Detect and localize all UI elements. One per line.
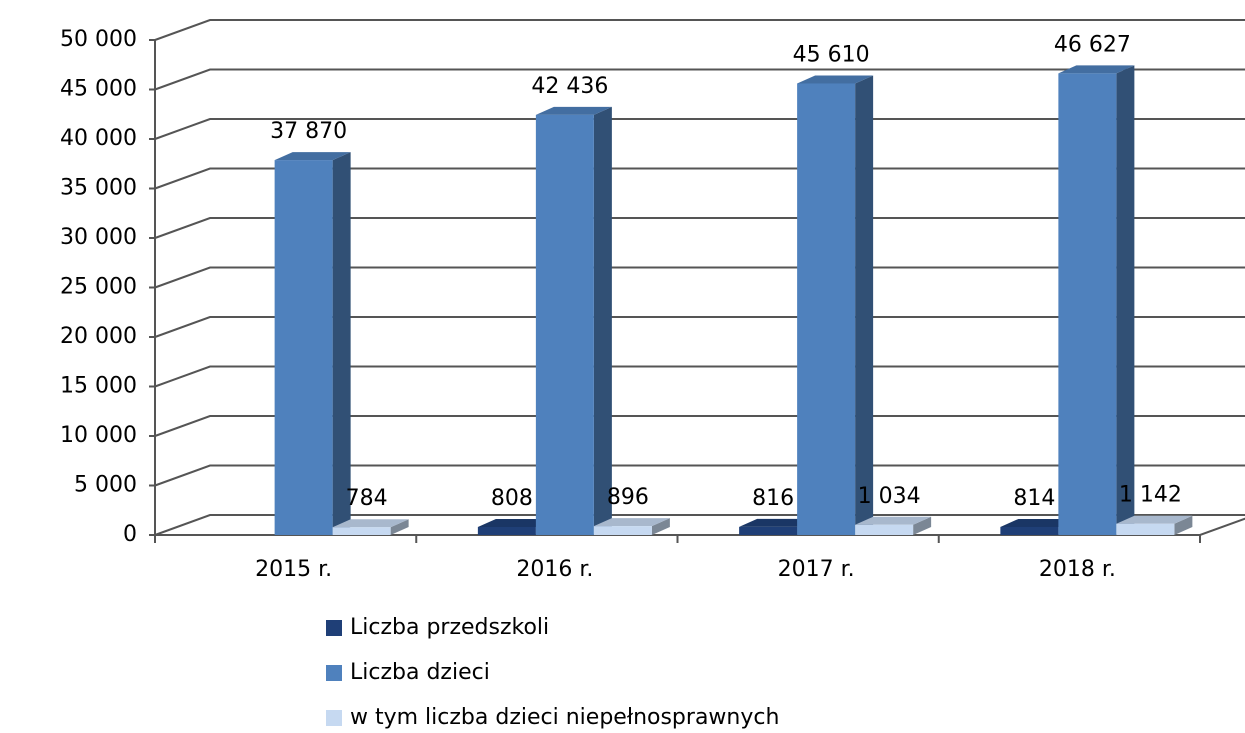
y-tick-label: 30 000 [60, 225, 137, 250]
bar [593, 526, 652, 535]
y-tick-label: 45 000 [60, 77, 137, 102]
grid-line [154, 316, 1245, 338]
x-tick-label: 2017 r. [778, 557, 855, 582]
data-label: 814 [1013, 486, 1055, 511]
grid-line [154, 514, 1245, 536]
data-label: 808 [491, 486, 533, 511]
bar-side [651, 518, 670, 535]
legend-swatch [326, 665, 342, 681]
bar [1116, 523, 1175, 535]
data-label: 1 142 [1119, 483, 1182, 508]
x-tick-label: 2015 r. [255, 557, 332, 582]
bar [739, 526, 798, 535]
data-label: 1 034 [858, 484, 921, 509]
grid-line [154, 167, 1245, 190]
bar-top [593, 518, 670, 527]
grid-line [154, 217, 1245, 239]
bar-side [855, 75, 874, 535]
bar [477, 527, 536, 535]
bar [332, 527, 391, 535]
legend-label: w tym liczba dzieci niepełnosprawnych [350, 705, 779, 730]
bar [274, 160, 333, 535]
bar-side [593, 106, 612, 535]
y-tick-label: 5 000 [74, 473, 137, 498]
y-tick-label: 25 000 [60, 275, 137, 300]
grid-line [154, 68, 1245, 91]
legend-label: Liczba dzieci [350, 660, 490, 685]
legend-swatch [326, 710, 342, 726]
data-label: 37 870 [270, 119, 347, 144]
data-label: 784 [346, 486, 388, 511]
bar-side [1174, 515, 1193, 535]
bar-top [477, 519, 554, 528]
data-label: 816 [752, 486, 794, 511]
bar-top [739, 518, 816, 527]
y-tick-label: 10 000 [60, 423, 137, 448]
data-label: 42 436 [531, 74, 608, 99]
bar-side [913, 516, 932, 535]
bar [535, 114, 594, 535]
bar-top [855, 516, 932, 525]
y-tick-label: 20 000 [60, 324, 137, 349]
bar-top [535, 106, 612, 115]
bar-top [1116, 515, 1193, 524]
grid-line [154, 266, 1245, 289]
bar [855, 524, 914, 535]
legend-swatch [326, 620, 342, 636]
bar-top [332, 519, 409, 528]
grid-line [154, 19, 1245, 41]
data-label: 46 627 [1054, 32, 1131, 57]
bar-side [390, 519, 409, 535]
data-label: 896 [607, 485, 649, 510]
grid-line [154, 365, 1245, 388]
data-label: 45 610 [793, 42, 870, 67]
y-tick-label: 40 000 [60, 126, 137, 151]
y-tick-label: 50 000 [60, 27, 137, 52]
bar-side [332, 152, 351, 535]
bar-top [274, 152, 351, 161]
x-tick-label: 2016 r. [516, 557, 593, 582]
bar [797, 83, 856, 535]
bar [1000, 526, 1059, 535]
bar-top [797, 75, 874, 84]
grid-line [154, 118, 1245, 140]
legend-label: Liczba przedszkoli [350, 615, 549, 640]
grid-line [154, 415, 1245, 437]
y-tick-label: 15 000 [60, 374, 137, 399]
y-tick-label: 35 000 [60, 176, 137, 201]
y-tick-label: 0 [123, 522, 137, 547]
bar-side [1116, 65, 1135, 535]
x-tick-label: 2018 r. [1039, 557, 1116, 582]
bar [1058, 73, 1117, 535]
bar-top [1058, 65, 1135, 74]
grid-line [154, 464, 1245, 487]
bar-top [1000, 518, 1077, 527]
